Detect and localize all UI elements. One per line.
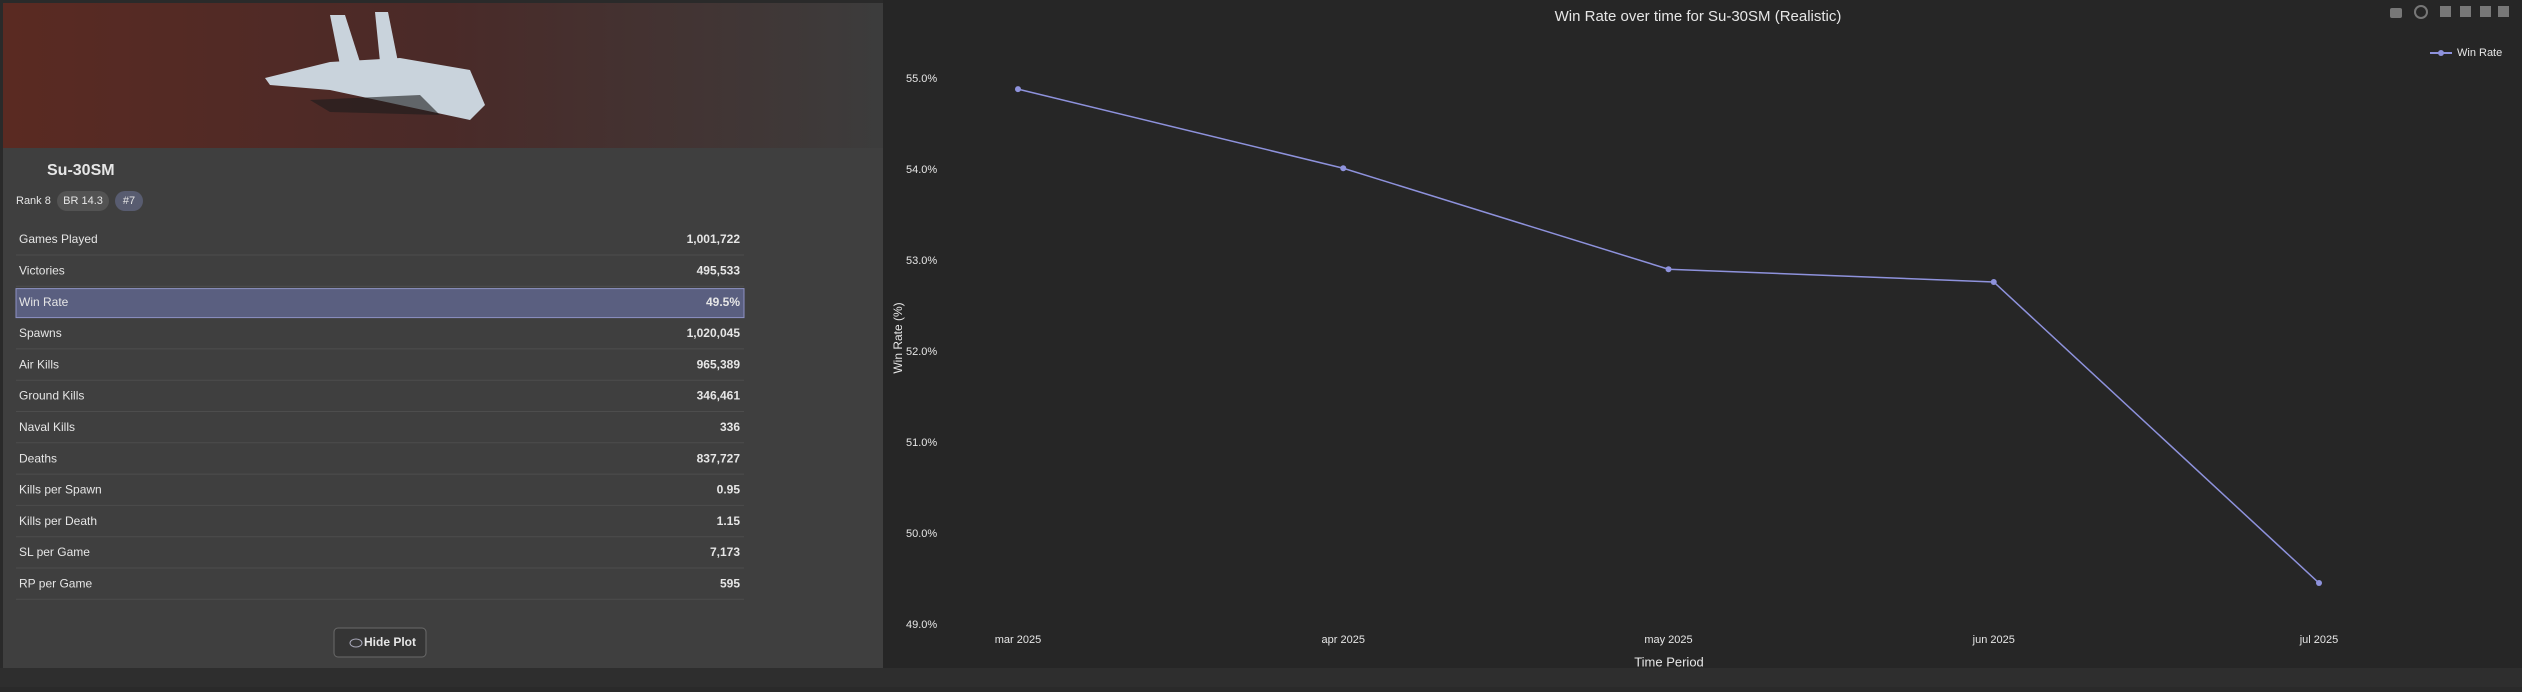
zoom-icon[interactable] <box>2414 5 2428 19</box>
y-tick-label: 55.0% <box>906 73 937 85</box>
camera-icon[interactable] <box>2390 8 2402 18</box>
y-tick-label: 52.0% <box>906 346 937 358</box>
autoscale-icon[interactable] <box>2480 6 2491 17</box>
stat-label: Naval Kills <box>19 420 75 434</box>
stat-label: SL per Game <box>19 545 90 559</box>
stat-value: 495,533 <box>697 263 741 277</box>
row-highlight <box>15 288 745 319</box>
stat-value: 1.15 <box>717 514 741 528</box>
x-tick-label: jul 2025 <box>2299 634 2339 646</box>
vehicle-name: Su-30SM <box>47 162 115 179</box>
stat-label: Win Rate <box>19 295 69 309</box>
stat-label: Spawns <box>19 326 62 340</box>
stat-value: 1,001,722 <box>687 232 741 246</box>
chart-title: Win Rate over time for Su-30SM (Realisti… <box>1555 8 1842 25</box>
x-tick-label: apr 2025 <box>1322 634 1365 646</box>
stat-label: Ground Kills <box>19 389 84 403</box>
plot-toolbar <box>2390 5 2509 19</box>
stat-label: Air Kills <box>19 357 59 371</box>
y-axis-label: Win Rate (%) <box>891 302 905 373</box>
data-point <box>1990 278 1997 285</box>
stat-value: 336 <box>720 420 740 434</box>
y-tick-label: 49.0% <box>906 619 937 631</box>
data-point <box>1665 266 1672 273</box>
legend-label: Win Rate <box>2457 47 2502 59</box>
zoom-in-icon[interactable] <box>2440 6 2451 17</box>
y-tick-label: 53.0% <box>906 255 937 267</box>
stat-value: 0.95 <box>717 483 741 497</box>
button-frame[interactable] <box>333 627 427 658</box>
zoom-out-icon[interactable] <box>2460 6 2471 17</box>
stat-label: Games Played <box>19 232 98 246</box>
stat-label: Kills per Spawn <box>19 483 102 497</box>
x-tick-label: jun 2025 <box>1972 634 2015 646</box>
button-icon <box>349 638 363 648</box>
stat-value: 49.5% <box>706 295 740 309</box>
x-tick-label: may 2025 <box>1644 634 1692 646</box>
data-point <box>1015 86 1021 93</box>
stat-value: 346,461 <box>697 389 741 403</box>
x-axis-label: Time Period <box>1634 654 1704 669</box>
tag-label: #7 <box>123 195 135 207</box>
y-tick-label: 50.0% <box>906 528 937 540</box>
legend-marker <box>2438 50 2444 56</box>
br-label: BR 14.3 <box>63 195 103 207</box>
data-point <box>2316 580 2322 587</box>
chart-area <box>883 0 2522 668</box>
stat-value: 1,020,045 <box>687 326 741 340</box>
x-tick-label: mar 2025 <box>995 634 1041 646</box>
aircraft-image <box>265 12 485 120</box>
footer-strip <box>0 668 2522 687</box>
stat-label: RP per Game <box>19 576 92 590</box>
hide-plot-button[interactable]: Hide Plot <box>333 627 427 658</box>
stat-label: Victories <box>19 263 65 277</box>
data-point <box>1340 165 1347 172</box>
button-label[interactable]: Hide Plot <box>364 635 416 649</box>
y-tick-label: 51.0% <box>906 437 937 449</box>
stat-value: 7,173 <box>710 545 740 559</box>
br-badge <box>57 191 109 211</box>
stat-value: 595 <box>720 576 740 590</box>
tag-badge <box>115 191 143 211</box>
y-tick-label: 54.0% <box>906 164 937 176</box>
rank-label: Rank 8 <box>16 195 51 207</box>
stat-label: Deaths <box>19 451 57 465</box>
reset-icon[interactable] <box>2498 6 2509 17</box>
stat-value: 965,389 <box>697 357 741 371</box>
stat-value: 837,727 <box>697 451 741 465</box>
stat-label: Kills per Death <box>19 514 97 528</box>
